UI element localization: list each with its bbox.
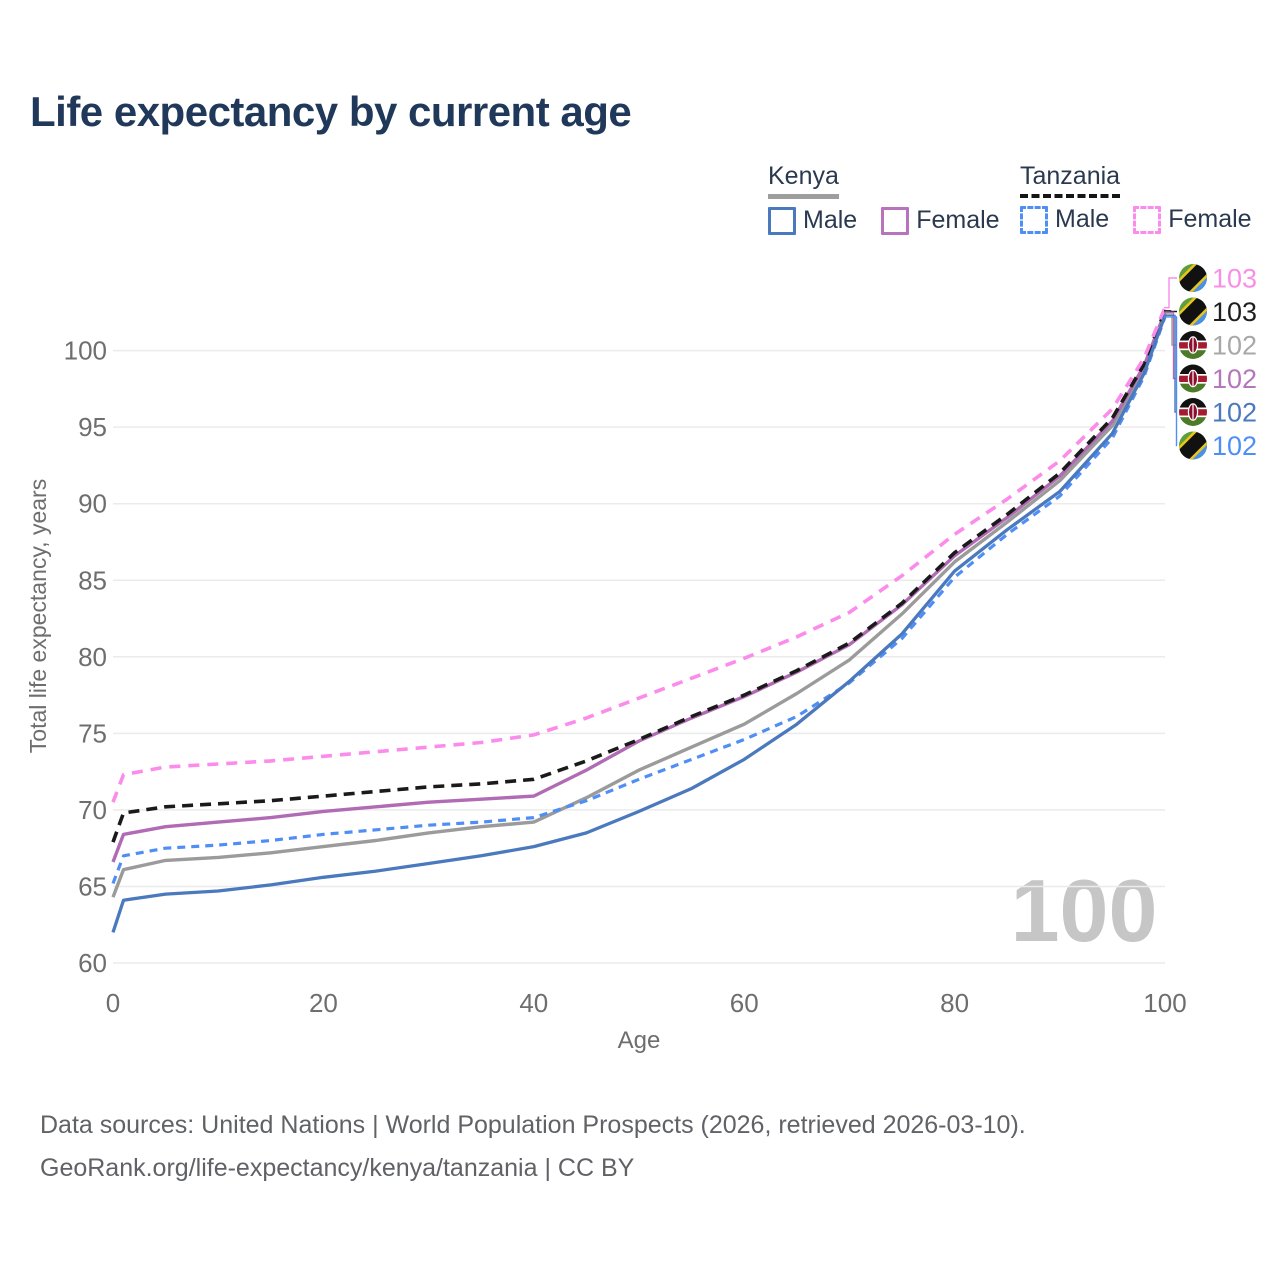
legend-item-tanzania-male[interactable]: Male bbox=[1020, 205, 1109, 234]
y-tick-label: 60 bbox=[78, 948, 107, 978]
series-line-tanzania-male bbox=[111, 316, 1167, 884]
y-tick-label: 90 bbox=[78, 489, 107, 519]
y-tick-label: 100 bbox=[64, 336, 107, 366]
footer-source-line: Data sources: United Nations | World Pop… bbox=[40, 1111, 1026, 1139]
end-value-label: 102 bbox=[1212, 331, 1257, 361]
legend-label: Male bbox=[1055, 205, 1110, 233]
x-axis-tick-labels: 0 20 40 60 80 100 bbox=[106, 988, 1187, 1018]
label-leader-lines bbox=[1164, 277, 1178, 447]
end-value-label: 103 bbox=[1212, 264, 1257, 294]
x-tick-label: 40 bbox=[519, 988, 548, 1018]
age-watermark: 100 bbox=[1011, 861, 1158, 960]
end-value-label: 103 bbox=[1212, 297, 1257, 327]
series-line-kenya-male bbox=[111, 314, 1167, 933]
leader-line bbox=[1164, 316, 1178, 447]
x-tick-label: 20 bbox=[309, 988, 338, 1018]
legend: Kenya Male Female Tanzania Male bbox=[0, 162, 1280, 242]
tanzania-flag-icon bbox=[1171, 289, 1216, 334]
y-tick-label: 70 bbox=[78, 795, 107, 825]
kenya-flag-icon bbox=[1179, 365, 1207, 393]
y-tick-label: 65 bbox=[78, 871, 107, 901]
x-tick-label: 60 bbox=[730, 988, 759, 1018]
tanzania-flag-icon bbox=[1171, 423, 1216, 468]
legend-item-tanzania-female[interactable]: Female bbox=[1133, 205, 1252, 234]
series-line-kenya-female bbox=[111, 311, 1167, 863]
kenya-male-swatch-icon bbox=[768, 206, 796, 235]
legend-country-tanzania[interactable]: Tanzania bbox=[1020, 162, 1121, 198]
legend-group-tanzania: Tanzania Male Female bbox=[1020, 162, 1252, 234]
legend-item-kenya-female[interactable]: Female bbox=[881, 206, 1000, 235]
kenya-female-swatch-icon bbox=[881, 206, 910, 235]
x-tick-label: 100 bbox=[1143, 988, 1186, 1018]
leader-line bbox=[1164, 277, 1177, 309]
y-tick-label: 75 bbox=[78, 718, 107, 748]
tanzania-female-swatch-icon bbox=[1133, 205, 1162, 234]
series-line-tanzania bbox=[111, 310, 1167, 843]
footer: Data sources: United Nations | World Pop… bbox=[40, 1104, 1026, 1190]
end-value-label: 102 bbox=[1212, 431, 1257, 461]
tanzania-flag-icon bbox=[1171, 256, 1216, 301]
tanzania-male-swatch-icon bbox=[1020, 205, 1048, 234]
y-axis-tick-labels: 60 65 70 75 80 85 90 95 100 bbox=[64, 336, 107, 978]
end-value-label: 102 bbox=[1212, 398, 1257, 428]
legend-item-kenya-male[interactable]: Male bbox=[768, 206, 857, 235]
y-tick-label: 85 bbox=[78, 565, 107, 595]
x-axis-title: Age bbox=[618, 1027, 661, 1054]
legend-country-kenya[interactable]: Kenya bbox=[768, 162, 839, 199]
legend-group-kenya: Kenya Male Female bbox=[768, 162, 1000, 235]
leader-line bbox=[1164, 310, 1177, 313]
leader-line bbox=[1164, 314, 1177, 413]
footer-attribution-line: GeoRank.org/life-expectancy/kenya/tanzan… bbox=[40, 1154, 635, 1182]
series-line-kenya bbox=[111, 313, 1167, 898]
x-tick-label: 80 bbox=[940, 988, 969, 1018]
end-value-label: 102 bbox=[1212, 364, 1257, 394]
gridlines bbox=[113, 349, 1165, 964]
page-title: Life expectancy by current age bbox=[30, 88, 632, 135]
x-tick-label: 0 bbox=[106, 988, 120, 1018]
legend-label: Female bbox=[1168, 205, 1252, 233]
series-line-tanzania-female bbox=[111, 307, 1167, 803]
legend-label: Female bbox=[916, 206, 1000, 234]
y-tick-label: 95 bbox=[78, 412, 107, 442]
kenya-flag-icon bbox=[1179, 331, 1207, 359]
series-lines bbox=[111, 307, 1167, 933]
kenya-flag-icon bbox=[1179, 398, 1207, 426]
y-tick-label: 80 bbox=[78, 642, 107, 672]
legend-label: Male bbox=[803, 206, 858, 234]
y-axis-title: Total life expectancy, years bbox=[25, 479, 51, 753]
